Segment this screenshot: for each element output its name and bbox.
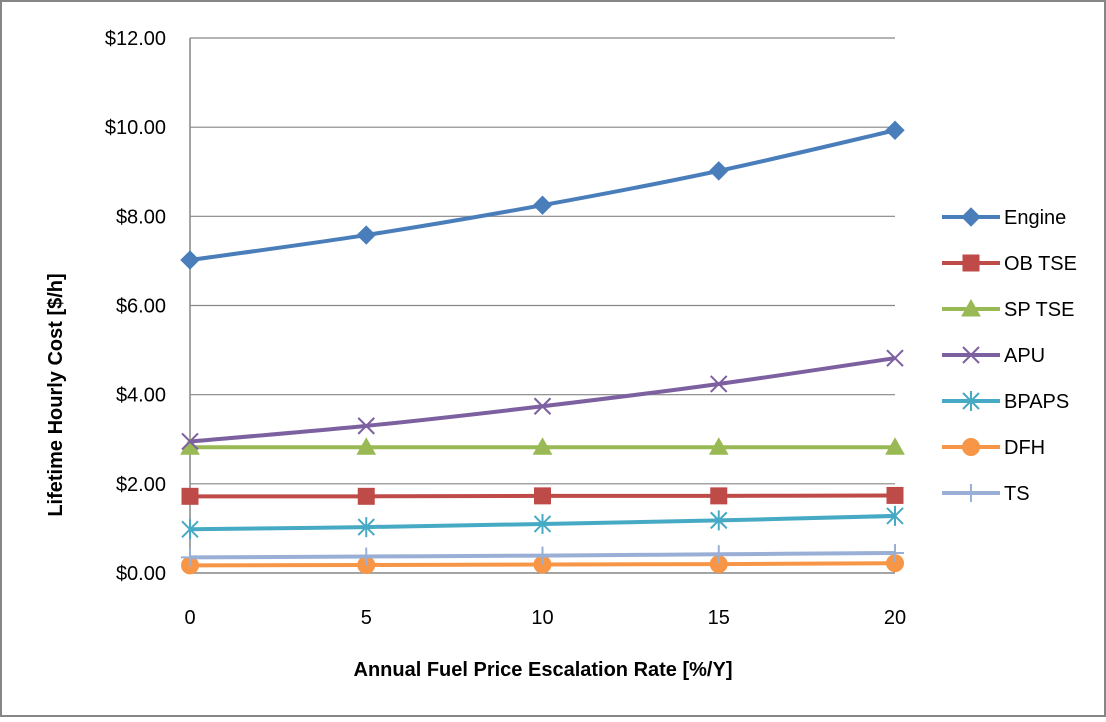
data-point	[533, 546, 552, 565]
legend-item: DFH	[942, 437, 1045, 459]
data-point	[708, 437, 729, 455]
y-axis-title: Lifetime Hourly Cost [$/h]	[45, 273, 67, 516]
legend-item: OB TSE	[942, 253, 1077, 275]
legend-marker	[962, 391, 980, 411]
legend-label: APU	[1004, 345, 1045, 367]
y-tick-label: $2.00	[116, 474, 166, 496]
legend-label: Engine	[1004, 207, 1066, 229]
series-ob-tse	[181, 486, 904, 505]
legend-item: Engine	[942, 207, 1066, 229]
y-tick-label: $6.00	[116, 296, 166, 318]
data-point	[356, 225, 376, 245]
legend-label: TS	[1004, 483, 1030, 505]
data-point	[181, 432, 199, 451]
data-point	[532, 437, 553, 455]
data-point	[886, 543, 904, 562]
legend-marker	[961, 207, 981, 227]
data-point	[885, 437, 905, 455]
legend-marker	[962, 346, 980, 364]
legend-item: BPAPS	[942, 391, 1069, 413]
x-tick-label: 0	[184, 607, 195, 629]
legend-label: OB TSE	[1004, 253, 1077, 275]
legend-label: DFH	[1004, 437, 1045, 459]
data-point	[181, 487, 199, 505]
data-point	[357, 487, 375, 505]
legend-item: APU	[942, 345, 1045, 367]
data-point	[357, 517, 375, 538]
data-point	[357, 547, 376, 566]
data-point	[356, 437, 377, 455]
x-tick-label: 5	[361, 607, 372, 629]
legend-marker	[961, 298, 981, 317]
data-point	[533, 513, 552, 534]
legend: Engine OB TSE SP TSE APU BPAPS DFH TS	[942, 207, 1077, 505]
data-point	[710, 487, 728, 505]
data-point	[710, 375, 728, 393]
data-point	[710, 510, 728, 531]
series-bpaps	[181, 505, 904, 540]
legend-item: TS	[942, 483, 1030, 505]
y-tick-label: $12.00	[105, 28, 166, 50]
legend-marker	[962, 438, 980, 456]
data-point	[534, 487, 551, 505]
x-tick-label: 10	[531, 607, 553, 629]
y-tick-label: $8.00	[116, 206, 166, 228]
y-tick-label: $0.00	[116, 563, 166, 585]
data-point	[181, 548, 199, 567]
legend-marker	[962, 254, 980, 272]
data-point	[709, 545, 728, 564]
data-point	[886, 505, 904, 526]
series-apu	[181, 349, 904, 451]
x-tick-label: 20	[884, 607, 906, 629]
x-tick-label: 15	[708, 607, 730, 629]
legend-marker	[962, 484, 980, 502]
legend-item: SP TSE	[942, 298, 1074, 321]
series-ts	[181, 543, 904, 567]
x-axis-title: Annual Fuel Price Escalation Rate [%/Y]	[354, 659, 733, 681]
data-point	[180, 250, 200, 270]
data-point	[357, 417, 375, 435]
data-point	[709, 161, 729, 181]
series-engine	[180, 120, 905, 270]
legend-label: SP TSE	[1004, 299, 1074, 321]
y-tick-label: $4.00	[116, 385, 166, 407]
data-point	[885, 120, 905, 140]
data-point	[886, 486, 904, 504]
data-point	[181, 519, 199, 540]
data-point	[886, 349, 904, 367]
data-point	[533, 397, 552, 415]
legend-label: BPAPS	[1004, 391, 1069, 413]
y-tick-label: $10.00	[105, 117, 166, 139]
data-point	[532, 195, 553, 215]
